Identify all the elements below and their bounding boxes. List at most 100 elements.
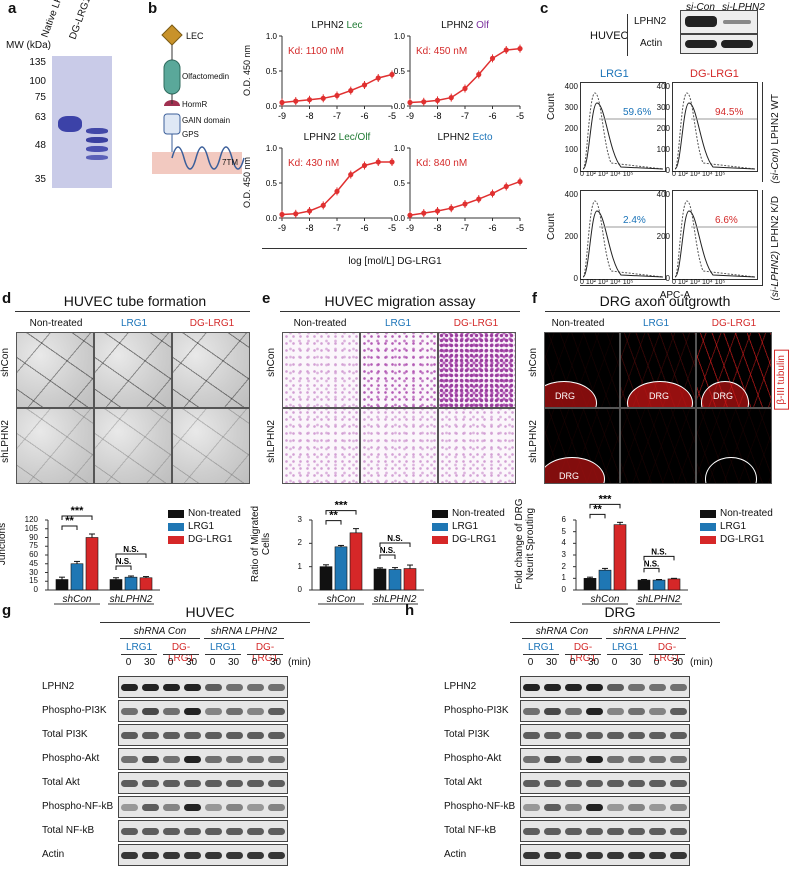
y-tick-label: 0.0 xyxy=(394,214,406,223)
legend-label: LRG1 xyxy=(188,521,215,532)
y-tick-label: 1.0 xyxy=(394,32,406,41)
x-tick-label: -7 xyxy=(333,111,341,121)
band xyxy=(628,756,645,763)
band xyxy=(247,732,264,739)
x-tick-label: -6 xyxy=(488,111,496,121)
flow-row-kd: LPHN2 K/D (si-LPHN2) xyxy=(765,196,785,303)
data-point xyxy=(407,99,413,106)
flow-ytick: 400 xyxy=(564,190,578,199)
data-point xyxy=(293,98,299,104)
x-tick-label: -5 xyxy=(388,111,396,121)
panel-d-rule xyxy=(15,311,250,312)
sds-gel xyxy=(52,56,112,188)
y-tick-label: 3 xyxy=(561,550,566,559)
time-label: 30 xyxy=(545,657,558,668)
control-histogram xyxy=(582,200,664,278)
band xyxy=(649,756,666,763)
band xyxy=(586,732,603,739)
band xyxy=(205,852,222,859)
tube-image-shlphn2-dg xyxy=(172,408,250,484)
bar xyxy=(403,568,417,591)
treatment-rule xyxy=(649,654,685,655)
data-point xyxy=(279,99,285,106)
treatment-label: DG-LRG1 xyxy=(569,642,597,664)
band xyxy=(142,732,159,739)
time-label: 0 xyxy=(653,657,660,668)
x-tick-label: -5 xyxy=(388,223,396,233)
data-point xyxy=(389,71,395,78)
lane-label-native: Native LRG1 xyxy=(39,0,70,39)
x-tick-label: -9 xyxy=(278,111,286,121)
y-tick-label: 0.5 xyxy=(266,179,278,188)
y-tick-label: 6 xyxy=(561,515,566,524)
control-histogram xyxy=(674,92,756,170)
blot-row-label: Total Akt xyxy=(42,777,80,788)
band xyxy=(607,780,624,787)
band xyxy=(607,684,624,691)
gel-band-dg-2 xyxy=(86,137,108,143)
gel-band-native xyxy=(58,116,82,132)
flow-row-wt-line2: (si-Con) xyxy=(769,147,781,184)
data-point xyxy=(407,212,413,218)
band xyxy=(184,732,201,739)
band xyxy=(607,804,624,811)
x-tick-label: -8 xyxy=(305,223,313,233)
band xyxy=(607,732,624,739)
group-label: shLPHN2 xyxy=(637,594,681,605)
legend-swatch xyxy=(700,536,716,544)
group-label: shLPHN2 xyxy=(373,594,417,605)
flow-histogram-1: 94.5% xyxy=(672,82,758,172)
band xyxy=(268,684,285,691)
legend-label: DG-LRG1 xyxy=(720,534,765,545)
y-tick-label: 30 xyxy=(29,567,38,577)
blot-strip xyxy=(520,796,690,818)
treatment-label: LRG1 xyxy=(209,642,237,653)
bracket xyxy=(627,14,628,56)
y-tick-label: 0.5 xyxy=(266,67,278,76)
treatment-label: DG-LRG1 xyxy=(653,642,681,664)
flow-ytick-right: 400 xyxy=(656,82,670,91)
group-header: shRNA LPHN2 xyxy=(210,626,278,637)
sig-label: N.S. xyxy=(644,559,660,568)
flow-ytick: 200 xyxy=(564,232,578,241)
drg-label: DRG xyxy=(555,391,575,401)
blot-row-label: Total PI3K xyxy=(444,729,490,740)
time-label: 30 xyxy=(587,657,600,668)
f-stain-label: β-III tubulin xyxy=(774,350,789,410)
band xyxy=(268,852,285,859)
data-point xyxy=(503,47,509,53)
si-con-header: si-Con xyxy=(686,2,715,13)
band xyxy=(565,780,582,787)
flow-percentage: 2.4% xyxy=(623,215,646,226)
band xyxy=(226,780,243,787)
sig-label: *** xyxy=(71,505,85,517)
band xyxy=(523,732,540,739)
bar xyxy=(319,566,333,591)
data-point xyxy=(489,190,496,197)
band xyxy=(184,804,201,811)
bar xyxy=(85,537,99,591)
x-tick-label: -5 xyxy=(516,223,524,233)
band xyxy=(670,828,687,835)
band xyxy=(544,852,561,859)
tube-image-shcon-dg xyxy=(172,332,250,408)
gel-band-dg-3 xyxy=(86,146,108,152)
f-col-non: Non-treated xyxy=(551,318,605,329)
treatment-label: LRG1 xyxy=(527,642,555,653)
elisa-title-construct: Ecto xyxy=(472,132,493,143)
bar xyxy=(334,546,348,591)
panel-label-h: h xyxy=(405,602,415,619)
flow-ytick-right: 200 xyxy=(656,124,670,133)
band xyxy=(523,756,540,763)
group-label: shCon xyxy=(62,594,92,605)
band xyxy=(586,828,603,835)
bar-chart-1: ***** N.S. N.S. xyxy=(309,500,424,605)
data-point xyxy=(348,88,354,94)
y-tick-label: 45 xyxy=(29,558,38,568)
band xyxy=(586,756,603,763)
legend-swatch xyxy=(432,510,448,518)
flow-percentage: 6.6% xyxy=(715,215,738,226)
si-lphn2-header: si-LPHN2 xyxy=(722,2,765,13)
x-tick-label: -8 xyxy=(433,111,441,121)
data-point xyxy=(489,55,496,62)
